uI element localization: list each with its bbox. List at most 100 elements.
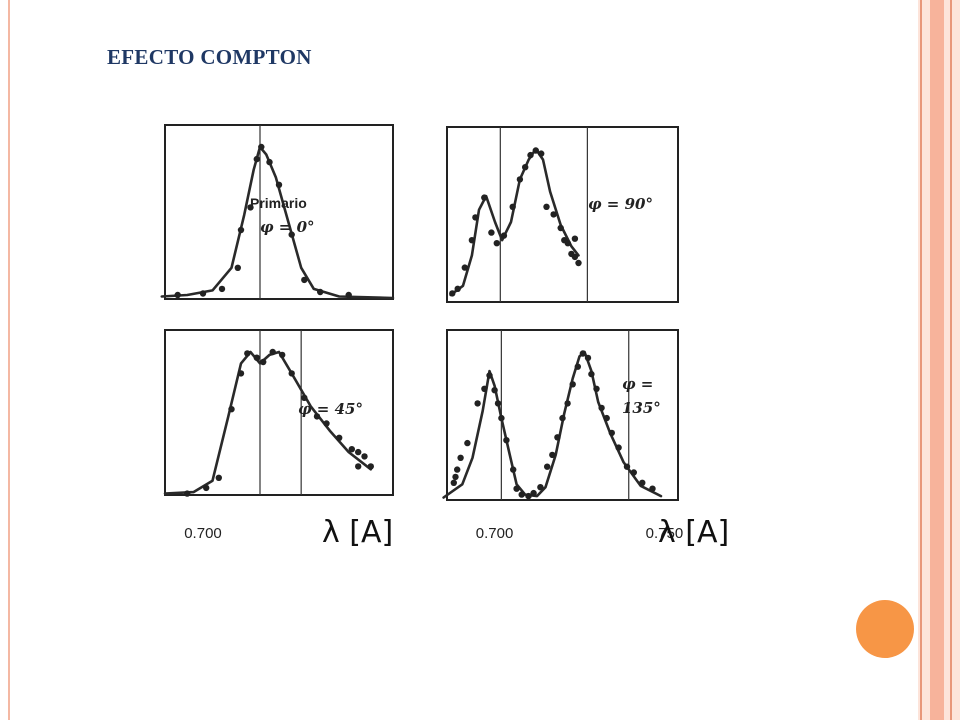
data-point-90-8 — [500, 232, 508, 239]
data-point-45-6 — [253, 354, 260, 361]
data-point-135-18 — [544, 463, 551, 470]
data-point-135-1 — [452, 473, 459, 481]
data-point-primario-8 — [266, 158, 273, 166]
data-point-90-2 — [461, 264, 468, 271]
data-point-45-15 — [348, 446, 355, 453]
data-point-90-17 — [557, 224, 564, 232]
data-point-135-5 — [474, 400, 481, 407]
panel-label-primario-1: φ = 0° — [260, 218, 315, 236]
data-point-135-4 — [464, 439, 471, 447]
data-point-45-16 — [355, 448, 362, 456]
data-point-45-5 — [244, 350, 251, 357]
data-point-135-6 — [481, 385, 488, 392]
data-point-135-3 — [457, 454, 464, 461]
data-point-90-3 — [468, 237, 476, 244]
data-point-45-4 — [237, 370, 245, 377]
data-point-90-1 — [454, 285, 461, 292]
data-point-90-6 — [488, 229, 495, 236]
data-point-90-16 — [550, 211, 557, 218]
tick-label-135-0: 0.700 — [476, 525, 514, 542]
data-point-135-7 — [486, 372, 493, 379]
data-point-135-21 — [559, 414, 566, 422]
x-axis-title-135: λ [A] — [658, 515, 729, 550]
data-point-45-17 — [361, 453, 368, 460]
right-border-line — [950, 0, 952, 720]
data-point-135-17 — [537, 484, 544, 491]
data-point-primario-5 — [247, 204, 254, 211]
data-point-45-10 — [288, 370, 295, 377]
compton-figure: Primario φ = 0° φ = 90° φ = 45° 0.700 λ [A] φ … — [150, 108, 740, 560]
data-point-90-22 — [575, 259, 582, 267]
data-point-45-18 — [367, 463, 374, 470]
data-point-135-28 — [593, 385, 600, 392]
panel-label-90-0: φ = 90° — [588, 195, 653, 213]
data-point-45-0 — [184, 490, 191, 497]
data-point-135-12 — [510, 466, 517, 473]
data-point-90-0 — [449, 290, 456, 297]
data-point-135-22 — [564, 400, 571, 407]
data-point-90-10 — [516, 176, 524, 183]
data-point-90-23 — [571, 235, 579, 242]
data-point-primario-6 — [253, 155, 260, 163]
data-point-45-1 — [203, 484, 210, 492]
fit-curve-135 — [442, 350, 663, 499]
data-point-45-19 — [355, 463, 362, 470]
data-point-90-4 — [472, 214, 479, 221]
data-point-primario-12 — [317, 288, 324, 296]
data-point-90-14 — [538, 150, 545, 157]
data-point-45-9 — [279, 351, 286, 359]
data-point-90-19 — [564, 240, 571, 247]
panel-frame-90 — [446, 126, 679, 303]
fit-curve-90 — [449, 147, 580, 297]
data-point-primario-7 — [258, 143, 265, 151]
data-point-primario-4 — [237, 226, 245, 234]
data-point-45-2 — [215, 474, 222, 481]
data-point-45-8 — [269, 348, 276, 356]
panel-label-primario-0: Primario — [250, 195, 307, 211]
data-point-135-16 — [530, 489, 537, 497]
accent-circle — [856, 600, 914, 658]
data-point-135-25 — [579, 350, 587, 357]
data-point-primario-10 — [288, 231, 295, 238]
data-point-primario-0 — [174, 291, 181, 299]
data-point-primario-2 — [218, 285, 226, 293]
data-point-135-15 — [525, 492, 532, 500]
data-point-primario-13 — [345, 291, 352, 299]
data-point-135-23 — [569, 381, 576, 388]
data-point-135-30 — [603, 414, 610, 422]
data-point-45-12 — [313, 413, 321, 420]
data-point-45-11 — [301, 394, 308, 401]
data-point-90-21 — [571, 253, 579, 261]
panel-label-135-1: 135° — [622, 399, 661, 417]
data-point-135-8 — [491, 387, 498, 394]
panel-frame-primario — [164, 124, 394, 300]
data-point-135-14 — [518, 491, 525, 498]
data-point-135-11 — [503, 437, 510, 444]
data-point-45-14 — [336, 434, 343, 441]
data-point-135-0 — [450, 479, 457, 486]
data-point-135-27 — [588, 370, 595, 378]
data-point-45-13 — [323, 420, 330, 427]
data-point-primario-9 — [275, 181, 283, 188]
data-point-135-36 — [649, 485, 656, 492]
data-point-135-13 — [513, 485, 520, 492]
data-point-135-32 — [615, 444, 622, 451]
data-point-135-10 — [498, 414, 505, 422]
data-point-primario-1 — [199, 290, 207, 297]
panel-label-45-0: φ = 45° — [298, 400, 363, 418]
fit-curve-primario — [160, 145, 395, 300]
data-point-90-9 — [509, 203, 516, 210]
data-point-90-11 — [522, 164, 529, 171]
data-point-45-7 — [260, 358, 267, 366]
data-point-135-29 — [598, 404, 605, 412]
data-point-135-20 — [554, 434, 561, 441]
data-point-90-12 — [527, 151, 534, 159]
right-border-stripe-mid — [930, 0, 944, 720]
slide-title: EFECTO COMPTON — [107, 45, 312, 69]
data-point-90-7 — [493, 240, 500, 247]
tick-label-45-0: 0.700 — [184, 525, 222, 542]
data-point-135-2 — [454, 466, 461, 473]
data-point-135-19 — [549, 451, 556, 459]
x-axis-title-45: λ [A] — [322, 515, 393, 550]
data-point-90-13 — [532, 147, 539, 154]
